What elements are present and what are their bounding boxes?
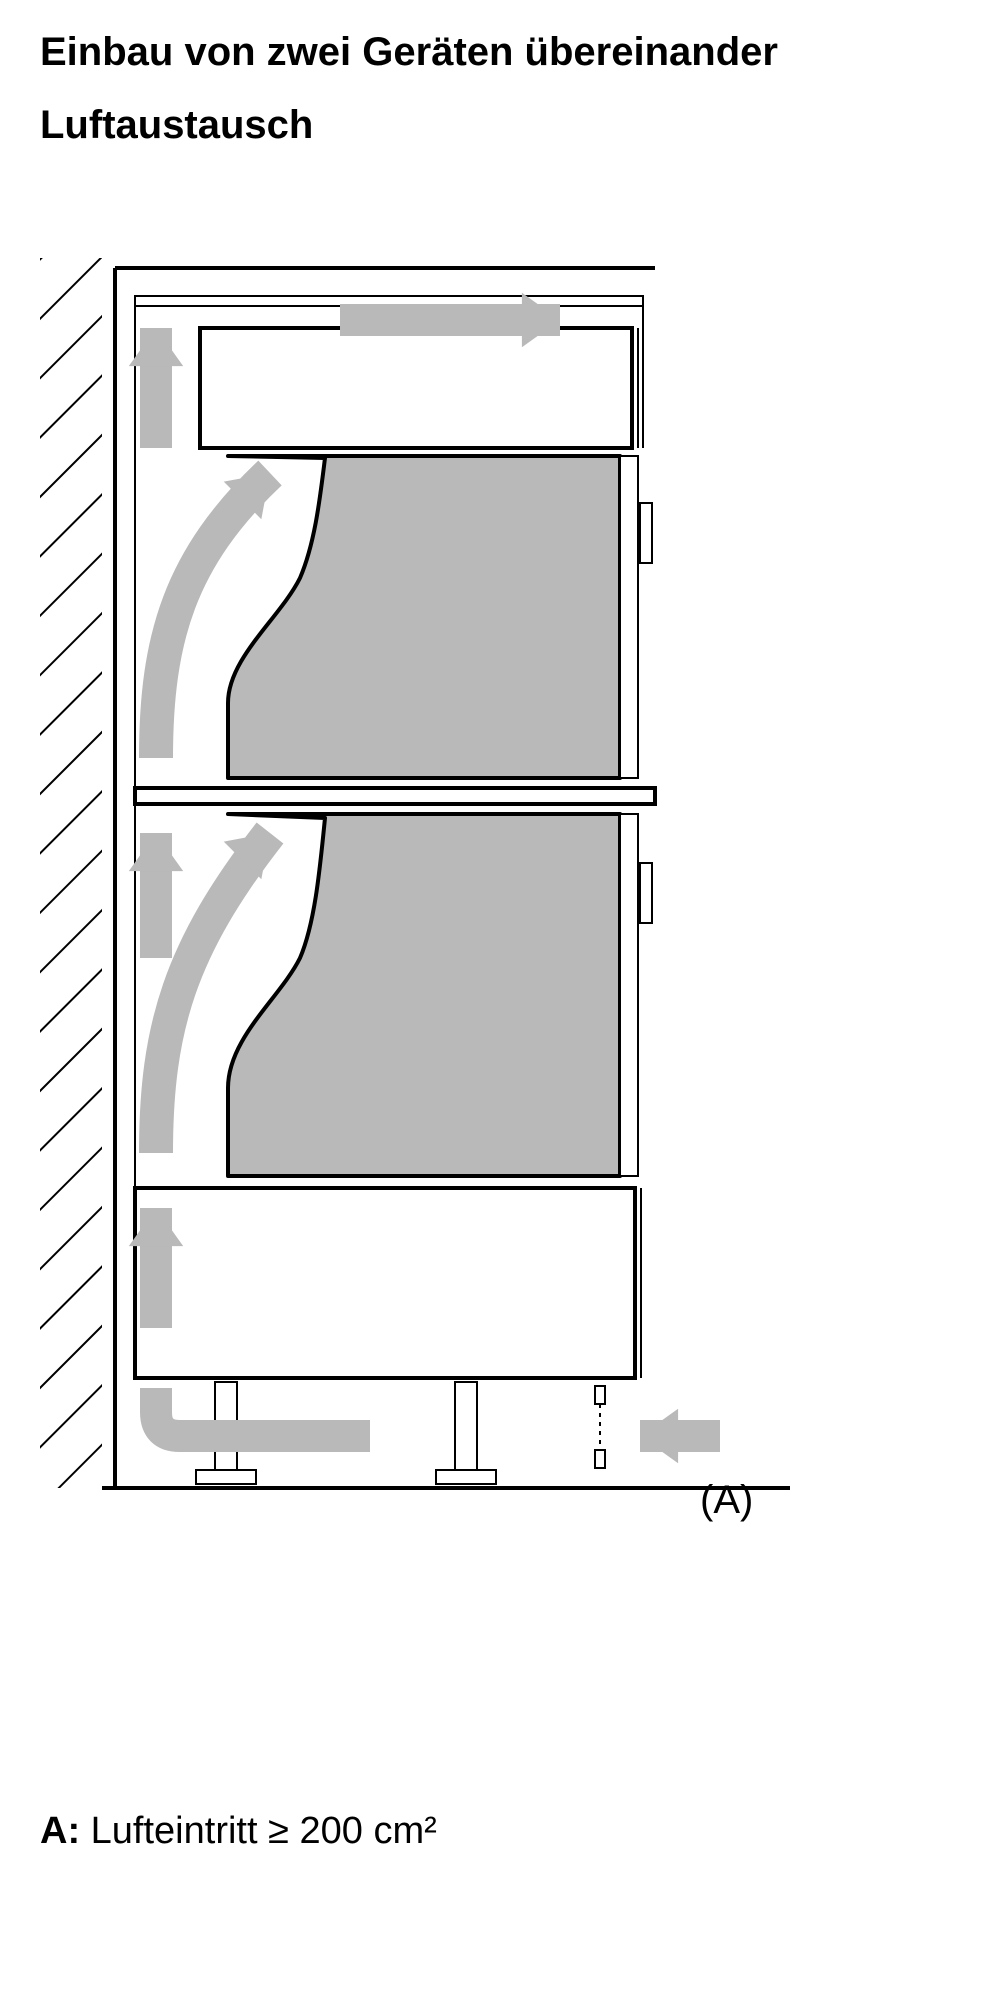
installation-diagram [40,258,820,1543]
page-subtitle: Luftaustausch [40,103,960,148]
footnote-key: A: [40,1810,80,1852]
footnote: A: Lufteintritt ≥ 200 cm² [40,1810,437,1853]
page-title: Einbau von zwei Geräten übereinander [40,30,960,75]
diagram-svg [40,258,820,1538]
callout-label-a: (A) [700,1478,753,1523]
footnote-text: Lufteintritt ≥ 200 cm² [80,1810,437,1852]
